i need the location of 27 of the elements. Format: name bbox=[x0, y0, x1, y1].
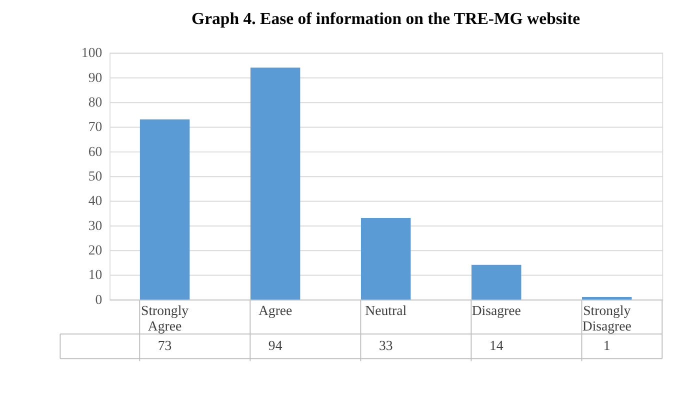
bar bbox=[250, 68, 300, 300]
y-tick-label: 40 bbox=[88, 193, 102, 208]
bar bbox=[471, 264, 522, 300]
y-tick-label: 20 bbox=[88, 242, 102, 258]
x-tick-label: Strongly Agree bbox=[141, 302, 189, 334]
x-tick-label: Agree bbox=[258, 302, 292, 318]
bar bbox=[140, 119, 190, 300]
x-tick-label: Neutral bbox=[365, 302, 407, 318]
y-tick-label: 30 bbox=[88, 218, 102, 233]
y-tick-label: 90 bbox=[88, 70, 102, 85]
data-label: 14 bbox=[489, 338, 504, 353]
y-tick-label: 50 bbox=[88, 168, 102, 184]
y-tick-label: 80 bbox=[88, 94, 102, 110]
data-label: 94 bbox=[268, 338, 282, 353]
y-tick-label: 60 bbox=[88, 144, 102, 159]
y-tick-label: 70 bbox=[88, 119, 102, 134]
y-tick-label: 10 bbox=[88, 267, 102, 282]
x-tick-label: Disagree bbox=[472, 302, 521, 318]
data-label: 73 bbox=[158, 338, 172, 353]
data-label: 1 bbox=[603, 338, 610, 353]
bar bbox=[360, 218, 411, 300]
chart-title: Graph 4. Ease of information on the TRE-MG website bbox=[192, 9, 580, 28]
y-tick-label: 100 bbox=[81, 45, 102, 60]
y-tick-label: 0 bbox=[95, 292, 102, 307]
x-tick-label: Strongly Disagree bbox=[582, 302, 632, 334]
bar bbox=[582, 296, 632, 300]
data-label: 33 bbox=[378, 338, 393, 353]
